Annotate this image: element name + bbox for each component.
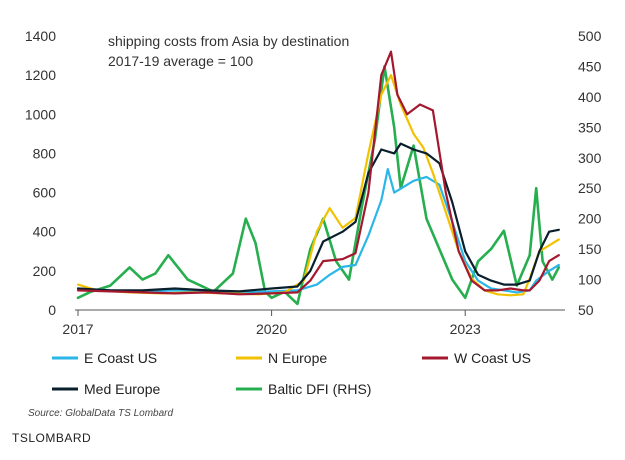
series-line-baltic-dfi-rhs — [76, 65, 561, 306]
left-axis-ticks: 0 200 400 600 800 1000 1200 1400 — [25, 28, 56, 318]
series-line-w-coast-us — [76, 50, 560, 296]
y-right-tick-label: 50 — [578, 302, 594, 318]
annotation-line-1: shipping costs from Asia by destination — [108, 33, 349, 49]
y-left-tick-label: 200 — [33, 263, 57, 279]
source-note: Source: GlobalData TS Lombard — [28, 408, 174, 419]
brand-logo-text: TSLOMBARD — [12, 431, 91, 445]
y-right-tick-label: 400 — [578, 89, 602, 105]
y-right-tick-label: 150 — [578, 241, 602, 257]
legend-label: Med Europe — [84, 381, 160, 397]
series-lines — [76, 50, 561, 306]
legend-item: E Coast US — [52, 350, 157, 366]
series-line-med-europe — [76, 142, 560, 293]
y-left-tick-label: 400 — [33, 224, 57, 240]
y-right-tick-label: 350 — [578, 119, 602, 135]
legend: E Coast US N Europe W Coast US Med Europe Ba… — [52, 350, 531, 397]
legend-item: N Europe — [236, 350, 327, 366]
y-right-tick-label: 500 — [578, 28, 602, 44]
legend-label: E Coast US — [84, 350, 157, 366]
annotation-line-2: 2017-19 average = 100 — [108, 53, 253, 69]
x-axis-ticks: 2017 2020 2023 — [62, 310, 481, 337]
legend-item: Med Europe — [52, 381, 160, 397]
legend-label: N Europe — [268, 350, 327, 366]
x-tick-label: 2017 — [62, 321, 93, 337]
y-right-tick-label: 100 — [578, 272, 602, 288]
y-left-tick-label: 1200 — [25, 67, 56, 83]
legend-item: Baltic DFI (RHS) — [236, 381, 371, 397]
y-left-tick-label: 0 — [48, 302, 56, 318]
legend-label: Baltic DFI (RHS) — [268, 381, 371, 397]
right-axis-ticks: 50 100 150 200 250 300 350 400 450 500 — [578, 28, 602, 318]
y-right-tick-label: 200 — [578, 211, 602, 227]
x-tick-label: 2023 — [450, 321, 481, 337]
legend-item: W Coast US — [422, 350, 531, 366]
y-left-tick-label: 800 — [33, 145, 57, 161]
y-right-tick-label: 450 — [578, 58, 602, 74]
y-left-tick-label: 1000 — [25, 106, 56, 122]
y-right-tick-label: 250 — [578, 180, 602, 196]
legend-label: W Coast US — [454, 350, 531, 366]
series-line-n-europe — [76, 74, 560, 297]
y-right-tick-label: 300 — [578, 150, 602, 166]
y-left-tick-label: 600 — [33, 185, 57, 201]
y-left-tick-label: 1400 — [25, 28, 56, 44]
x-tick-label: 2020 — [256, 321, 287, 337]
